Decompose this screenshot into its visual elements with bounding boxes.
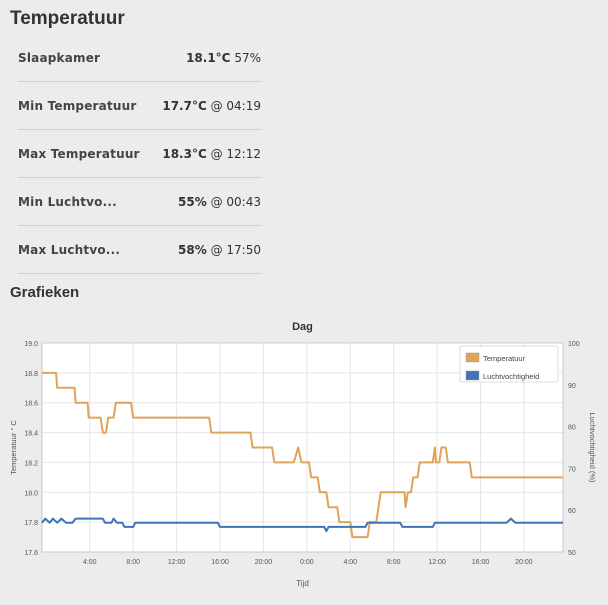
y-left-tick-label: 17.6: [24, 550, 38, 557]
stat-value-detail: 57%: [230, 50, 261, 65]
stat-value-main: 18.1°C: [186, 50, 231, 65]
y-left-tick-label: 18.2: [24, 460, 38, 467]
stat-label: Max Temperatuur: [18, 146, 140, 161]
plot-border: [41, 342, 564, 553]
y-axis-label-left: Temperatuur ° C: [9, 420, 18, 475]
legend-swatch: [465, 352, 480, 363]
stat-value: 18.1°C 57%: [186, 51, 261, 65]
series-line-temperatuur: [42, 371, 563, 539]
day-chart: 17.6 17.8 18.0 18.2 18.4 18.6 18.8 19.0 50 60 70 80…: [9, 321, 597, 588]
stat-label: Min Temperatuur: [18, 98, 137, 113]
stat-row-min-temperatuur: Min Temperatuur 17.7°C @ 04:19: [18, 82, 261, 130]
x-tick-label: 20:00: [255, 559, 273, 566]
stat-value-main: 17.7°C: [162, 98, 207, 113]
y-right-tick-label: 80: [568, 425, 576, 432]
x-tick-label: 16:00: [211, 559, 229, 566]
stat-value: 55% @ 00:43: [178, 195, 261, 209]
stats-list: Slaapkamer 18.1°C 57% Min Temperatuur 17…: [18, 34, 261, 274]
x-tick-label: 8:00: [126, 559, 140, 566]
y-right-tick-label: 100: [568, 341, 580, 348]
y-right-tick-label: 50: [568, 550, 576, 557]
y-right-tick-label: 70: [568, 466, 576, 473]
stat-value-detail: @ 00:43: [206, 194, 261, 209]
stat-value-main: 18.3°C: [162, 146, 207, 161]
x-tick-label: 16:00: [472, 559, 490, 566]
x-tick-label: 12:00: [428, 559, 446, 566]
y-right-tick-label: 90: [568, 383, 576, 390]
page-title: Temperatuur: [10, 8, 125, 29]
y-left-tick-label: 18.8: [24, 371, 38, 378]
x-tick-label: 4:00: [83, 559, 97, 566]
stat-value-detail: @ 17:50: [206, 242, 261, 257]
y-axis-label-right: Luchtvochtigheid (%): [588, 412, 597, 483]
chart-title: Dag: [292, 321, 313, 333]
y-right-tick-label: 60: [568, 508, 576, 515]
stat-label: Min Luchtvo...: [18, 194, 117, 209]
legend-label: Temperatuur: [483, 354, 526, 363]
stat-row-max-luchtvochtigheid: Max Luchtvo... 58% @ 17:50: [18, 226, 261, 274]
stat-row-slaapkamer: Slaapkamer 18.1°C 57%: [18, 34, 261, 82]
section-title-grafieken: Grafieken: [10, 284, 80, 301]
stat-label: Slaapkamer: [18, 50, 101, 65]
stat-value-detail: @ 12:12: [206, 146, 261, 161]
x-tick-label: 4:00: [343, 559, 357, 566]
y-left-tick-label: 18.4: [24, 431, 38, 438]
stat-value-main: 55%: [178, 194, 207, 209]
x-tick-label: 12:00: [168, 559, 186, 566]
x-tick-label: 0:00: [300, 559, 314, 566]
chart-container: 17.6 17.8 18.0 18.2 18.4 18.6 18.8 19.0 50 60 70 80…: [0, 308, 608, 600]
series-line-luchtvochtigheid: [41, 517, 563, 533]
stat-row-max-temperatuur: Max Temperatuur 18.3°C @ 12:12: [18, 130, 261, 178]
stat-label: Max Luchtvo...: [18, 242, 121, 257]
stat-value-detail: @ 04:19: [206, 98, 261, 113]
legend-swatch: [465, 370, 480, 381]
legend-label: Luchtvochtigheid: [483, 372, 539, 381]
y-left-tick-label: 19.0: [24, 341, 38, 348]
stat-value: 58% @ 17:50: [178, 243, 261, 257]
stat-row-min-luchtvochtigheid: Min Luchtvo... 55% @ 00:43: [18, 178, 261, 226]
y-left-tick-label: 17.8: [24, 520, 38, 527]
x-axis-label: Tijd: [296, 579, 309, 588]
stat-value: 18.3°C @ 12:12: [162, 147, 261, 161]
x-tick-label: 8:00: [387, 559, 401, 566]
legend-box: [459, 345, 559, 383]
y-left-tick-label: 18.6: [24, 401, 38, 408]
x-tick-label: 20:00: [515, 559, 533, 566]
stat-value: 17.7°C @ 04:19: [162, 99, 261, 113]
stat-value-main: 58%: [178, 242, 207, 257]
y-left-tick-label: 18.0: [24, 490, 38, 497]
